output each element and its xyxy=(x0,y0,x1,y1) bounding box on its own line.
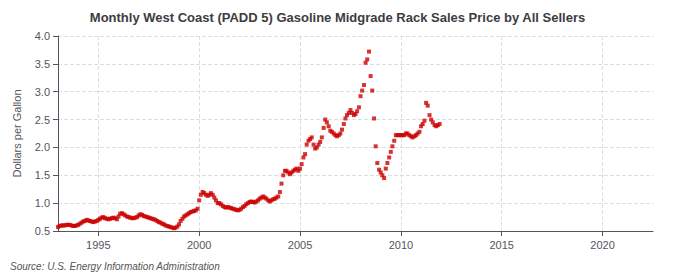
svg-text:1.5: 1.5 xyxy=(35,169,50,181)
svg-text:2.0: 2.0 xyxy=(35,141,50,153)
svg-text:0.5: 0.5 xyxy=(35,225,50,237)
svg-text:Source: U.S. Energy Informatio: Source: U.S. Energy Information Administ… xyxy=(10,261,220,272)
svg-text:1.0: 1.0 xyxy=(35,197,50,209)
svg-text:2020: 2020 xyxy=(590,239,614,251)
svg-text:Monthly West Coast (PADD 5) Ga: Monthly West Coast (PADD 5) Gasoline Mid… xyxy=(90,10,585,25)
svg-text:2.5: 2.5 xyxy=(35,114,50,126)
svg-text:Dollars per Gallon: Dollars per Gallon xyxy=(11,89,23,177)
svg-text:3.5: 3.5 xyxy=(35,58,50,70)
svg-text:2010: 2010 xyxy=(389,239,413,251)
svg-text:1995: 1995 xyxy=(86,239,110,251)
svg-text:2015: 2015 xyxy=(489,239,513,251)
svg-text:2005: 2005 xyxy=(288,239,312,251)
svg-text:4.0: 4.0 xyxy=(35,30,50,42)
svg-text:2000: 2000 xyxy=(187,239,211,251)
svg-text:3.0: 3.0 xyxy=(35,86,50,98)
